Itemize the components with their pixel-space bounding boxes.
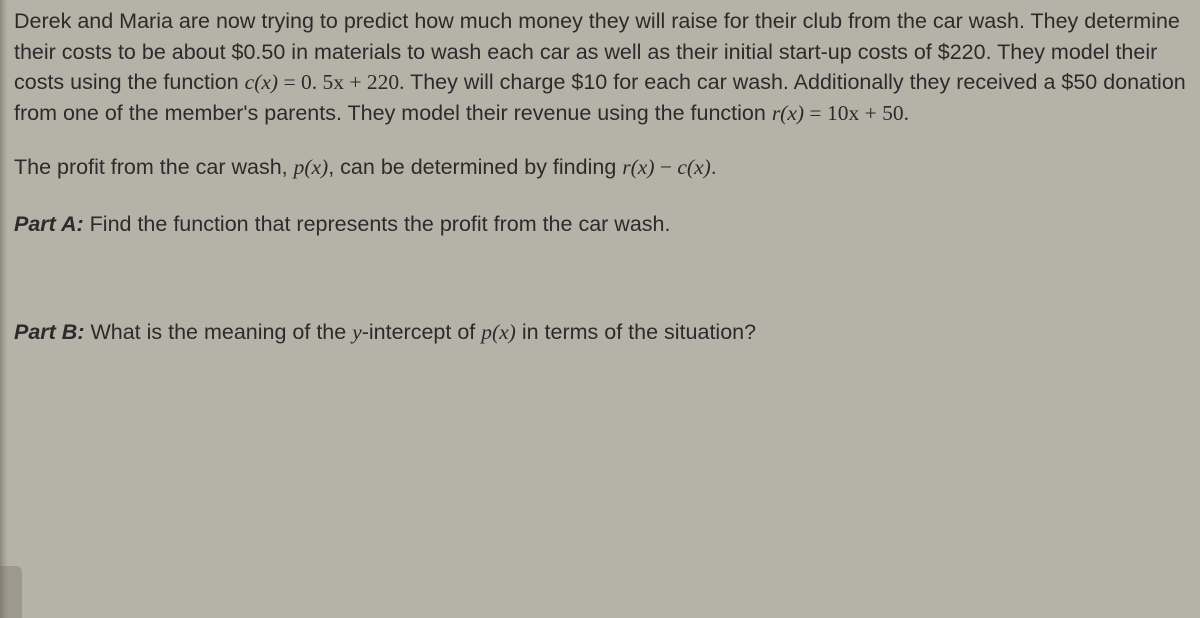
profit-t2: , can be determined by finding xyxy=(328,155,622,179)
rev-fn-rhs: 10x + 50. xyxy=(827,101,909,125)
rev-fn-lhs: r(x) xyxy=(772,101,804,125)
r-fn: r(x) xyxy=(622,155,654,179)
page-corner-tab xyxy=(0,566,22,618)
part-a: Part A: Find the function that represent… xyxy=(14,209,1186,240)
equals-1: = xyxy=(278,70,301,94)
p-fn: p(x) xyxy=(294,155,329,179)
part-b-t3: in terms of the situation? xyxy=(516,320,756,344)
y-var: y xyxy=(352,320,362,344)
part-b-label: Part B: xyxy=(14,320,84,344)
profit-definition: The profit from the car wash, p(x), can … xyxy=(14,152,1186,183)
page-left-shadow xyxy=(0,0,8,618)
part-a-label: Part A: xyxy=(14,212,84,236)
part-a-text: Find the function that represents the pr… xyxy=(84,212,671,236)
part-b: Part B: What is the meaning of the y-int… xyxy=(14,317,1186,348)
intro-paragraph: Derek and Maria are now trying to predic… xyxy=(14,6,1186,128)
profit-t3: . xyxy=(711,155,717,179)
minus-sign: − xyxy=(655,155,678,179)
c-fn: c(x) xyxy=(677,155,710,179)
cost-fn-rhs: 0. 5x + 220. xyxy=(301,70,405,94)
cost-fn-lhs: c(x) xyxy=(245,70,278,94)
part-b-t1: What is the meaning of the xyxy=(84,320,352,344)
equals-2: = xyxy=(804,101,827,125)
part-b-t2: -intercept of xyxy=(362,320,482,344)
p-fn-b: p(x) xyxy=(481,320,516,344)
profit-t1: The profit from the car wash, xyxy=(14,155,294,179)
